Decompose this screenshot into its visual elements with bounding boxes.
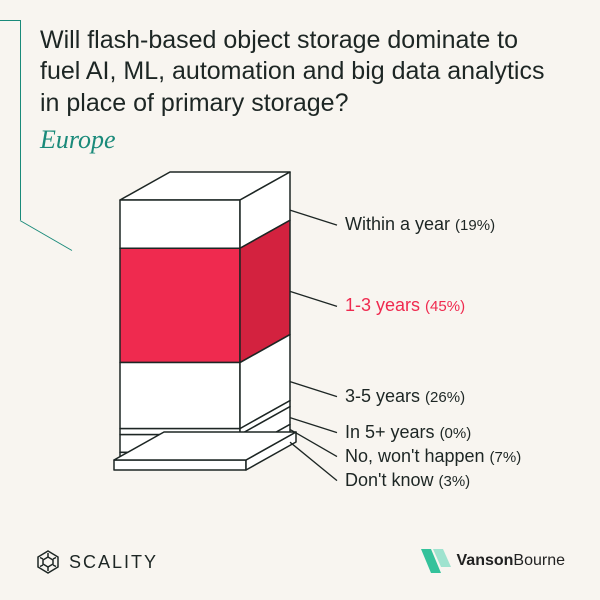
decor-line xyxy=(0,20,20,21)
vansonbourne-icon xyxy=(419,547,451,575)
segment-label-within_year: Within a year (19%) xyxy=(345,214,495,235)
vansonbourne-text: VansonBourne xyxy=(457,552,566,570)
decor-line xyxy=(20,220,72,251)
title-block: Will flash-based object storage dominate… xyxy=(40,25,560,155)
chart-subtitle: Europe xyxy=(40,125,560,155)
segment-pct: (19%) xyxy=(455,217,495,234)
segment-pct: (45%) xyxy=(425,298,465,315)
scality-text: SCALITY xyxy=(69,552,158,573)
segment-pct: (0%) xyxy=(440,425,472,442)
scality-logo: SCALITY xyxy=(35,549,158,575)
vansonbourne-logo: VansonBourne xyxy=(419,547,566,575)
segment-label-three_five: 3-5 years (26%) xyxy=(345,386,465,407)
segment-text: Don't know xyxy=(345,470,438,490)
segment-text: No, won't happen xyxy=(345,446,490,466)
segment-text: 3-5 years xyxy=(345,386,425,406)
segment-label-dont_know: Don't know (3%) xyxy=(345,470,470,491)
segment-text: In 5+ years xyxy=(345,422,440,442)
chart-title: Will flash-based object storage dominate… xyxy=(40,25,560,119)
segment-pct: (7%) xyxy=(490,449,522,466)
stacked-column-chart: Within a year (19%) 1-3 years (45%) 3-5 ye… xyxy=(90,170,510,500)
segment-label-no: No, won't happen (7%) xyxy=(345,446,521,467)
segment-pct: (3%) xyxy=(438,473,470,490)
decor-line xyxy=(20,20,21,220)
segment-label-five_plus: In 5+ years (0%) xyxy=(345,422,471,443)
segment-text: Within a year xyxy=(345,214,455,234)
segment-text: 1-3 years xyxy=(345,295,425,315)
segment-label-one_three: 1-3 years (45%) xyxy=(345,295,465,316)
scality-icon xyxy=(35,549,61,575)
segment-pct: (26%) xyxy=(425,389,465,406)
